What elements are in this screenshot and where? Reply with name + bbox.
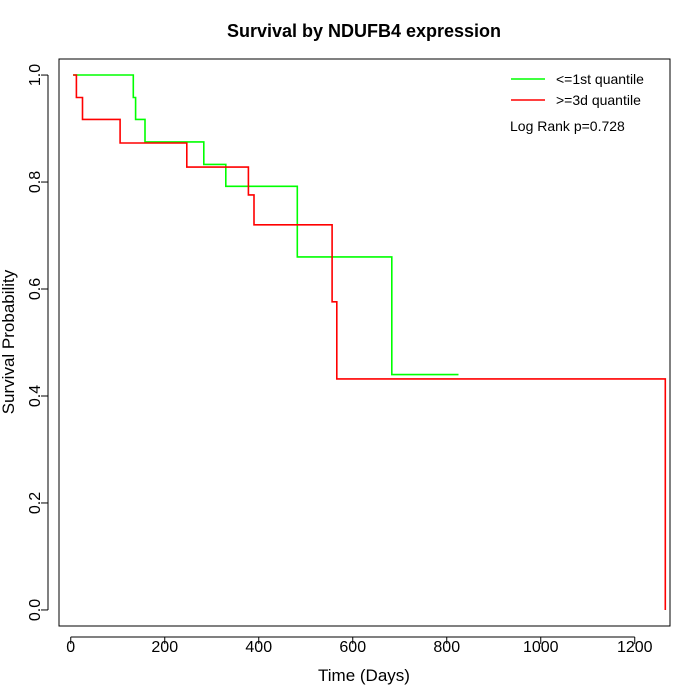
y-tick-label: 0.0 xyxy=(27,599,44,621)
plot-frame xyxy=(58,58,671,627)
x-axis: 0 200 400 600 800 1000 1200 xyxy=(66,636,653,656)
legend-label-high-quantile: >=3d quantile xyxy=(556,92,641,108)
x-tick-label: 800 xyxy=(433,639,460,656)
legend: <=1st quantile >=3d quantile xyxy=(511,71,644,108)
series-line-1 xyxy=(73,74,667,610)
series-line-0 xyxy=(73,74,459,376)
y-tick-label: 0.6 xyxy=(27,278,44,300)
log-rank-annotation: Log Rank p=0.728 xyxy=(510,118,625,134)
legend-label-low-quantile: <=1st quantile xyxy=(556,71,644,87)
series-layer xyxy=(73,74,667,610)
y-tick-label: 0.2 xyxy=(27,492,44,514)
y-tick-label: 1.0 xyxy=(27,64,44,86)
y-axis: 0.0 0.2 0.4 0.6 0.8 1.0 xyxy=(27,64,49,621)
y-tick-label: 0.4 xyxy=(27,385,44,407)
x-tick-label: 400 xyxy=(245,639,272,656)
y-axis-label: Survival Probability xyxy=(0,269,18,414)
x-tick-label: 1000 xyxy=(523,639,559,656)
y-tick-label: 0.8 xyxy=(27,171,44,193)
x-tick-label: 0 xyxy=(66,639,75,656)
x-tick-label: 600 xyxy=(339,639,366,656)
x-axis-label: Time (Days) xyxy=(318,666,410,685)
chart-title: Survival by NDUFB4 expression xyxy=(227,21,501,41)
x-tick-label: 200 xyxy=(151,639,178,656)
x-tick-label: 1200 xyxy=(617,639,653,656)
